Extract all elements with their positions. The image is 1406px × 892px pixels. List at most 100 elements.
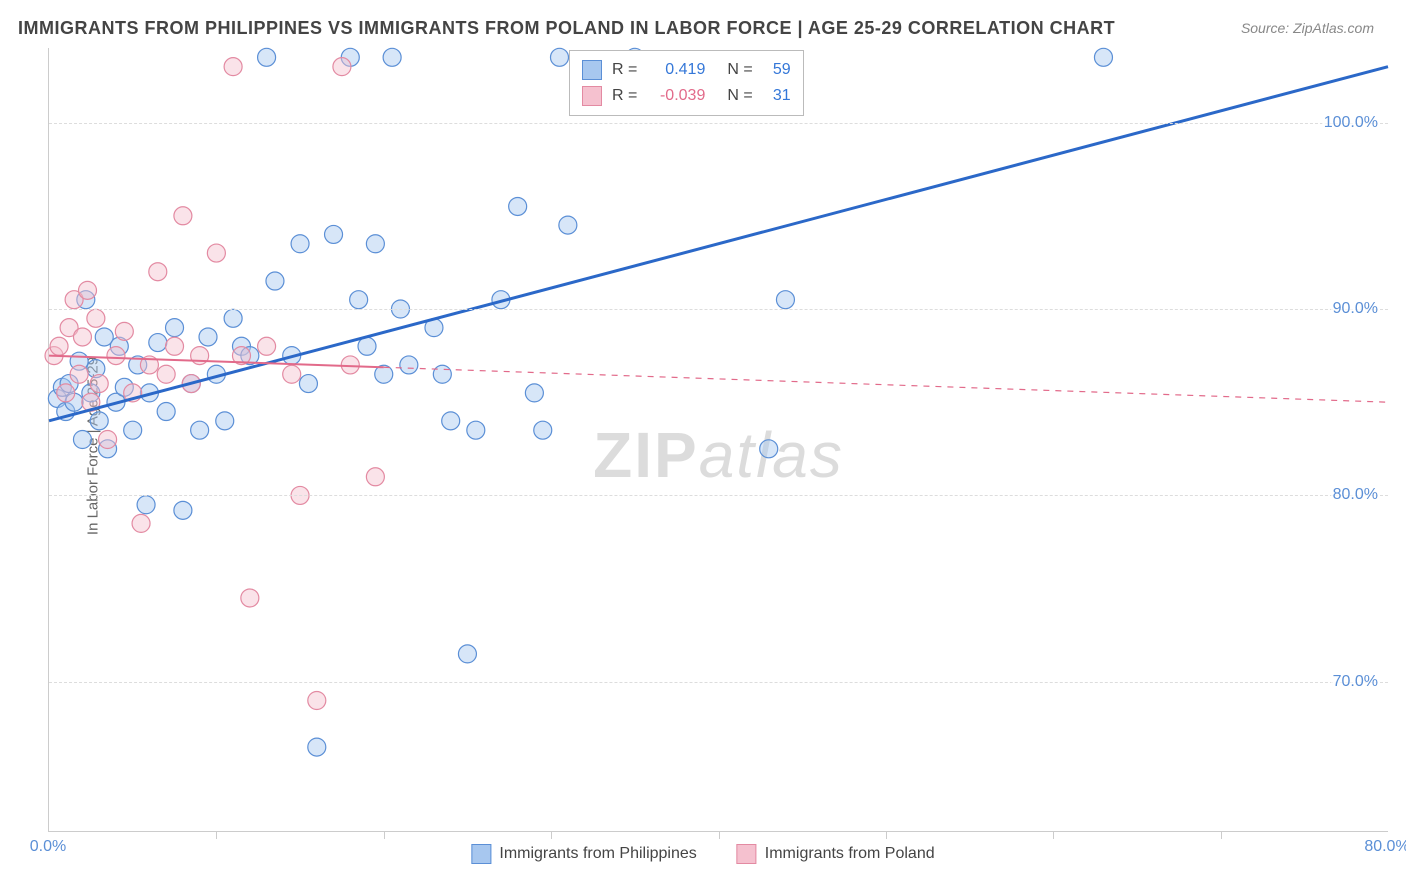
data-point [107,347,125,365]
data-point [458,645,476,663]
data-point [559,216,577,234]
x-tick [216,831,217,839]
data-point [166,337,184,355]
data-point [358,337,376,355]
x-tick [719,831,720,839]
regression-line [49,67,1388,421]
data-point [132,514,150,532]
legend-row-poland: R = -0.039 N = 31 [582,83,791,109]
data-point [525,384,543,402]
chart-title: IMMIGRANTS FROM PHILIPPINES VS IMMIGRANT… [18,18,1115,39]
correlation-legend: R = 0.419 N = 59 R = -0.039 N = 31 [569,50,804,116]
data-point [299,375,317,393]
swatch-poland [737,844,757,864]
data-point [467,421,485,439]
data-point [87,309,105,327]
data-point [776,291,794,309]
data-point [366,468,384,486]
gridline [49,682,1388,683]
x-tick [1221,831,1222,839]
data-point [266,272,284,290]
data-point [57,384,75,402]
legend-item-poland: Immigrants from Poland [737,844,935,864]
data-point [157,365,175,383]
x-tick [551,831,552,839]
data-point [157,403,175,421]
r-label: R = [612,61,637,79]
data-point [216,412,234,430]
data-point [149,263,167,281]
r-label: R = [612,87,637,105]
data-point [90,375,108,393]
data-point [137,496,155,514]
r-value-poland: -0.039 [647,87,705,105]
legend-label-philippines: Immigrants from Philippines [499,845,696,863]
data-point [433,365,451,383]
data-point [291,235,309,253]
data-point [50,337,68,355]
data-point [760,440,778,458]
legend-label-poland: Immigrants from Poland [765,845,935,863]
data-point [224,58,242,76]
data-point [258,337,276,355]
data-point [174,207,192,225]
data-point [258,48,276,66]
data-point [350,291,368,309]
data-point [534,421,552,439]
x-tick-label: 0.0% [30,838,66,856]
n-value-philippines: 59 [763,61,791,79]
data-point [325,225,343,243]
series-legend: Immigrants from Philippines Immigrants f… [471,844,934,864]
data-point [308,692,326,710]
swatch-philippines [471,844,491,864]
data-point [308,738,326,756]
data-point [124,421,142,439]
gridline [49,309,1388,310]
gridline [49,495,1388,496]
data-point [383,48,401,66]
data-point [1094,48,1112,66]
x-tick [384,831,385,839]
data-point [207,244,225,262]
r-value-philippines: 0.419 [647,61,705,79]
x-tick [886,831,887,839]
data-point [191,421,209,439]
y-tick-label: 100.0% [1322,114,1380,132]
data-point [224,309,242,327]
chart-svg [49,48,1388,831]
data-point [70,365,88,383]
legend-row-philippines: R = 0.419 N = 59 [582,57,791,83]
data-point [442,412,460,430]
data-point [283,365,301,383]
x-tick [1053,831,1054,839]
y-tick-label: 90.0% [1331,300,1380,318]
n-label: N = [727,61,752,79]
data-point [166,319,184,337]
data-point [149,334,167,352]
data-point [90,412,108,430]
n-label: N = [727,87,752,105]
data-point [115,322,133,340]
data-point [550,48,568,66]
data-point [73,431,91,449]
n-value-poland: 31 [763,87,791,105]
data-point [366,235,384,253]
y-tick-label: 80.0% [1331,486,1380,504]
x-tick-label: 80.0% [1364,838,1406,856]
data-point [241,589,259,607]
swatch-poland [582,86,602,106]
data-point [99,431,117,449]
data-point [78,281,96,299]
legend-item-philippines: Immigrants from Philippines [471,844,696,864]
data-point [509,197,527,215]
source-attribution: Source: ZipAtlas.com [1241,20,1374,36]
data-point [400,356,418,374]
data-point [174,501,192,519]
data-point [73,328,91,346]
gridline [49,123,1388,124]
data-point [333,58,351,76]
plot-area: ZIPatlas R = 0.419 N = 59 R = -0.039 N =… [48,48,1388,832]
y-tick-label: 70.0% [1331,673,1380,691]
data-point [199,328,217,346]
swatch-philippines [582,60,602,80]
